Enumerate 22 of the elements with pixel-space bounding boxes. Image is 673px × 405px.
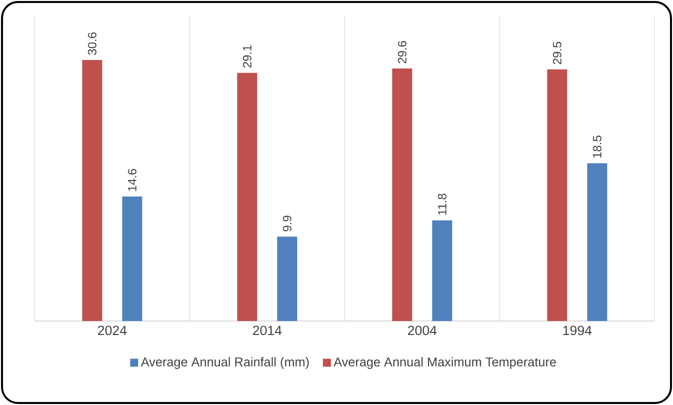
- data-label: 14.6: [128, 168, 136, 191]
- bar: [277, 236, 298, 321]
- data-label: 11.8: [438, 194, 446, 215]
- bar: [432, 220, 452, 321]
- data-label: 29.1: [242, 45, 252, 68]
- data-label: 30.6: [88, 32, 96, 55]
- legend-label: Average Annual Rainfall (mm): [140, 357, 309, 369]
- data-label: 9.9: [282, 216, 292, 232]
- data-label: 29.6: [398, 41, 406, 64]
- bar: [587, 163, 608, 321]
- bar: [122, 196, 142, 321]
- legend-label: Average Annual Maximum Temperature: [334, 357, 556, 369]
- bar: [547, 69, 568, 321]
- x-tick-label: 2024: [98, 326, 127, 336]
- bar: [392, 68, 412, 321]
- x-tick-label: 2004: [408, 326, 437, 336]
- data-label: 29.5: [552, 42, 562, 64]
- x-tick-label: 1994: [563, 326, 592, 336]
- data-label: 18.5: [592, 136, 602, 158]
- x-tick-label: 2014: [253, 326, 282, 336]
- bar: [237, 72, 258, 321]
- bar: [82, 60, 102, 321]
